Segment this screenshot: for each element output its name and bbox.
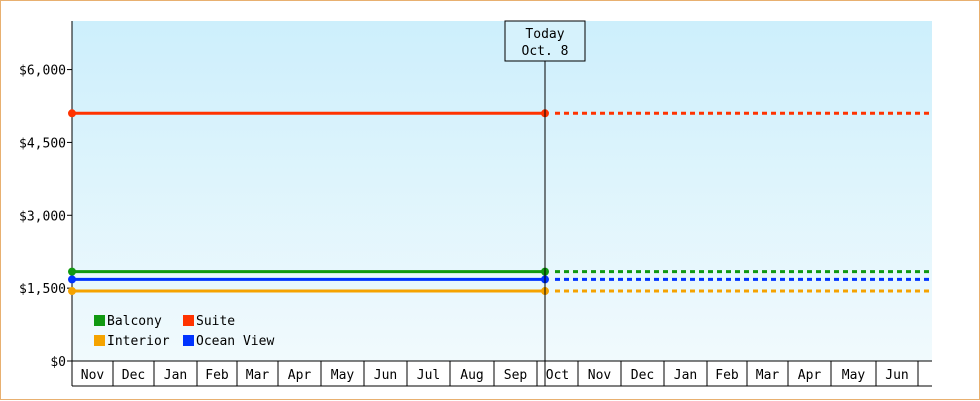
month-label: Oct [546, 368, 569, 383]
series-point-interior [68, 287, 76, 296]
today-date: Oct. 8 [522, 44, 569, 59]
y-tick-label: $6,000 [19, 64, 66, 79]
x-axis: Nov Dec Jan Feb Mar Apr May Jun Jul Aug Sep Oct Nov D… [71, 360, 932, 387]
month-label: Nov [588, 368, 612, 383]
month-label: Jan [674, 368, 697, 383]
month-label: Feb [715, 368, 739, 383]
legend-label-interior: Interior [107, 334, 170, 349]
legend-label-ocean-view: Ocean View [196, 334, 274, 349]
today-label: Today [525, 27, 564, 42]
month-label: Apr [288, 368, 312, 383]
y-axis: $0 $1,500 $3,000 $4,500 $6,000 [19, 21, 73, 386]
legend-swatch-interior [94, 335, 105, 346]
month-label: Dec [122, 368, 145, 383]
series-point-balcony [68, 267, 76, 276]
legend-label-suite: Suite [196, 314, 235, 329]
month-label: Aug [460, 368, 483, 383]
legend-label-balcony: Balcony [107, 314, 162, 329]
month-label: Apr [798, 368, 822, 383]
month-label: Jan [164, 368, 187, 383]
plot-area [72, 21, 932, 361]
series-group [68, 109, 932, 296]
month-label: Mar [246, 368, 270, 383]
month-label: Jun [374, 368, 397, 383]
legend-swatch-balcony [94, 315, 105, 326]
series-point-suite [68, 109, 76, 118]
month-label: Jul [417, 368, 440, 383]
y-tick-label: $3,000 [19, 209, 66, 224]
month-label: Nov [81, 368, 105, 383]
legend: Balcony Suite Interior Ocean View [94, 314, 274, 349]
month-label: Dec [631, 368, 654, 383]
y-tick-label: $1,500 [19, 282, 66, 297]
month-label: Jun [885, 368, 908, 383]
month-label: May [331, 368, 355, 383]
series-point-ocean-view [68, 275, 76, 284]
legend-swatch-suite [183, 315, 194, 326]
y-tick-label: $4,500 [19, 136, 66, 151]
y-tick-label: $0 [50, 355, 66, 370]
month-label: May [842, 368, 866, 383]
month-label: Feb [205, 368, 229, 383]
legend-swatch-ocean-view [183, 335, 194, 346]
today-box [504, 20, 586, 62]
month-label: Mar [756, 368, 780, 383]
month-label: Sep [504, 368, 528, 383]
today-marker: Today Oct. 8 [504, 20, 586, 386]
